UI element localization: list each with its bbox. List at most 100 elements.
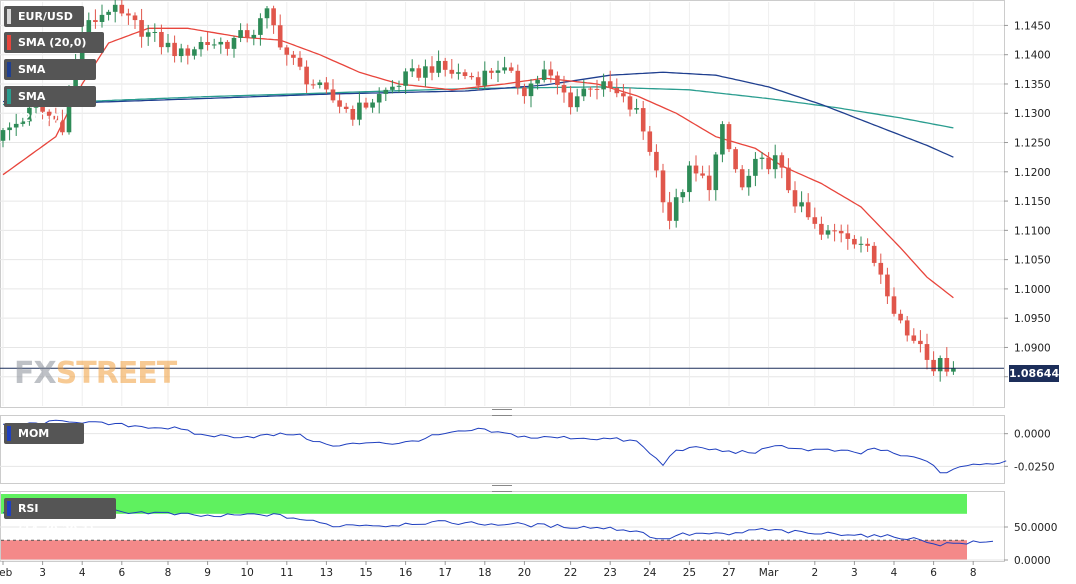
mom-tag-marker xyxy=(7,426,11,441)
rsi-tick-label-1: 0.0000 xyxy=(1014,555,1051,567)
candle-117 xyxy=(772,144,778,179)
mom-series xyxy=(2,419,1007,474)
candle-25 xyxy=(165,33,171,53)
rsi-tag: RSI (14,70,30,1) xyxy=(4,498,116,536)
candle-59 xyxy=(390,80,395,94)
candle-66 xyxy=(436,50,441,78)
x-tick-label-17: 25 xyxy=(683,567,696,579)
candle-139 xyxy=(918,330,923,353)
candle-104 xyxy=(687,161,692,202)
candle-76 xyxy=(502,56,507,74)
candle-73 xyxy=(482,61,488,91)
candle-35 xyxy=(231,36,237,58)
candle-94 xyxy=(621,84,626,103)
candle-136 xyxy=(898,309,903,324)
candle-75 xyxy=(495,60,501,82)
rsi-grid xyxy=(0,526,1004,561)
candle-45 xyxy=(297,51,303,71)
legend-sma-200[interactable]: SMA (200,0) xyxy=(4,86,96,124)
candle-42 xyxy=(277,14,283,50)
x-tick-label-18: 27 xyxy=(722,567,735,579)
candle-110 xyxy=(726,121,732,153)
y-tick-label-10: 1.0950 xyxy=(1014,313,1051,325)
candle-84 xyxy=(555,71,560,95)
candle-112 xyxy=(739,165,745,191)
legend-sma-100[interactable]: SMA (100,0) xyxy=(4,59,96,97)
candle-52 xyxy=(343,102,349,113)
panel-resize-handle-rsi[interactable] xyxy=(492,485,512,492)
candle-15 xyxy=(99,4,105,28)
candle-135 xyxy=(891,287,897,317)
candle-16 xyxy=(106,9,111,21)
candle-101 xyxy=(667,191,672,230)
candle-53 xyxy=(350,105,356,126)
x-tick-label-15: 23 xyxy=(604,567,617,579)
x-tick-label-22: 4 xyxy=(891,567,898,579)
candle-129 xyxy=(852,235,857,249)
candle-57 xyxy=(376,87,382,114)
candle-81 xyxy=(535,75,540,90)
x-tick-label-1: 3 xyxy=(39,567,46,579)
x-tick-label-21: 3 xyxy=(851,567,858,579)
candle-140 xyxy=(924,333,930,370)
rsi-label: RSI (14,70,30,1) xyxy=(18,502,95,536)
candle-2 xyxy=(13,113,19,136)
candle-128 xyxy=(845,224,851,250)
mom-label: MOM (20) xyxy=(18,427,50,461)
candle-32 xyxy=(211,38,217,49)
rsi-oversold-zone xyxy=(1,540,967,560)
x-tick-label-8: 13 xyxy=(320,567,333,579)
candle-88 xyxy=(581,80,587,102)
candle-51 xyxy=(337,94,342,114)
candle-14 xyxy=(93,9,98,29)
candle-132 xyxy=(871,242,877,267)
candle-102 xyxy=(673,188,679,228)
candle-96 xyxy=(634,98,639,114)
x-tick-label-11: 17 xyxy=(439,567,452,579)
y-tick-label-3: 1.1300 xyxy=(1014,108,1051,120)
mom-line xyxy=(2,419,1007,474)
candle-143 xyxy=(944,347,950,377)
mom-tag: MOM (20) xyxy=(4,423,84,461)
candle-55 xyxy=(363,97,369,110)
candle-79 xyxy=(522,83,527,104)
x-tick-label-2: 4 xyxy=(79,567,86,579)
candle-82 xyxy=(541,60,547,83)
fxstreet-logo: FXSTREET xyxy=(14,356,177,391)
y-tick-label-2: 1.1350 xyxy=(1014,79,1051,91)
candle-44 xyxy=(291,50,296,65)
candle-86 xyxy=(568,85,573,115)
y-tick-label-4: 1.1250 xyxy=(1014,138,1051,150)
candle-1 xyxy=(7,122,12,141)
candle-85 xyxy=(561,75,567,103)
symbol-tag: EUR/USD xyxy=(4,6,84,27)
x-tick-label-23: 6 xyxy=(930,567,937,579)
rsi-series xyxy=(2,506,994,547)
sma-100-marker xyxy=(7,62,11,77)
legend-sma-20-label: SMA (20,0) xyxy=(18,36,87,49)
x-tick-label-10: 16 xyxy=(399,567,413,579)
candle-56 xyxy=(370,98,375,113)
candle-130 xyxy=(858,236,864,253)
candle-118 xyxy=(779,152,785,179)
candle-7 xyxy=(46,109,52,127)
y-tick-label-11: 1.0900 xyxy=(1014,342,1051,354)
candle-72 xyxy=(475,71,481,91)
candle-103 xyxy=(680,189,686,204)
legend-sma-20[interactable]: SMA (20,0) xyxy=(4,32,104,53)
y-tick-label-8: 1.1050 xyxy=(1014,255,1051,267)
candle-43 xyxy=(284,45,290,66)
x-tick-label-19: Mar xyxy=(759,567,779,579)
candle-83 xyxy=(548,61,554,83)
candle-36 xyxy=(238,23,243,43)
x-axis: Feb3468910111315161718202223242527Mar234… xyxy=(0,561,977,579)
sma-20-marker xyxy=(7,35,11,50)
y-tick-label-7: 1.1100 xyxy=(1014,225,1051,237)
panel-resize-handle-mom[interactable] xyxy=(492,409,512,416)
candle-70 xyxy=(462,69,468,80)
rsi-tag-marker xyxy=(7,501,11,516)
candle-78 xyxy=(515,64,521,95)
x-tick-label-12: 18 xyxy=(478,567,491,579)
candle-33 xyxy=(218,37,224,54)
